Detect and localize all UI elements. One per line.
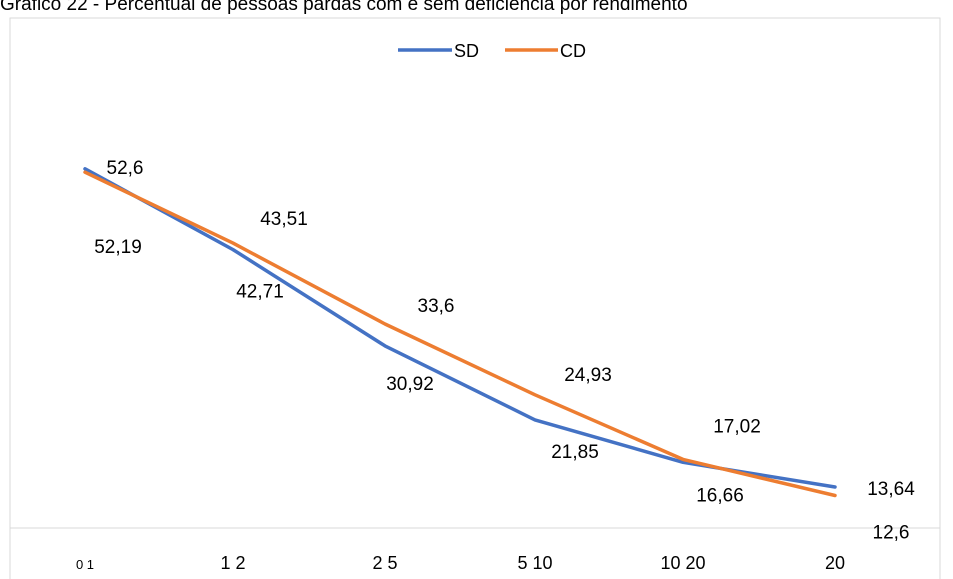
x-tick-label: 10 20 [660, 553, 705, 573]
data-label-sd: 30,92 [386, 374, 434, 395]
series-lines [83, 167, 837, 498]
data-label-sd: 16,66 [696, 485, 744, 506]
series-line-cd [83, 170, 837, 498]
x-tick-labels: 0 1 1 2 2 5 5 10 10 20 20 [76, 553, 845, 573]
data-label-sd: 21,85 [551, 442, 599, 463]
data-label-sd: 42,71 [236, 282, 284, 303]
data-labels: 52,6 42,71 30,92 21,85 16,66 13,64 52,19 43,51 3… [94, 158, 915, 544]
x-tick-label: 1 2 [220, 553, 245, 573]
data-label-sd: 13,64 [867, 479, 915, 500]
series-line-sd [83, 167, 837, 489]
legend-label-cd: CD [560, 41, 586, 61]
x-tick-label: 5 10 [517, 553, 552, 573]
data-label-cd: 33,6 [418, 296, 455, 317]
chart-title: Gráfico 22 - Percentual de pessoas parda… [0, 0, 688, 15]
data-label-cd: 17,02 [713, 416, 761, 437]
x-tick-label: 20 [825, 553, 845, 573]
data-label-cd: 24,93 [564, 365, 612, 386]
data-label-cd: 12,6 [873, 522, 910, 543]
x-tick-label: 0 1 [76, 557, 94, 572]
data-label-sd: 52,6 [107, 158, 144, 179]
data-label-cd: 43,51 [260, 209, 308, 230]
x-tick-label: 2 5 [372, 553, 397, 573]
data-label-cd: 52,19 [94, 237, 142, 258]
legend-label-sd: SD [454, 41, 479, 61]
plot-frame [9, 17, 941, 579]
legend: SD CD [398, 41, 586, 61]
